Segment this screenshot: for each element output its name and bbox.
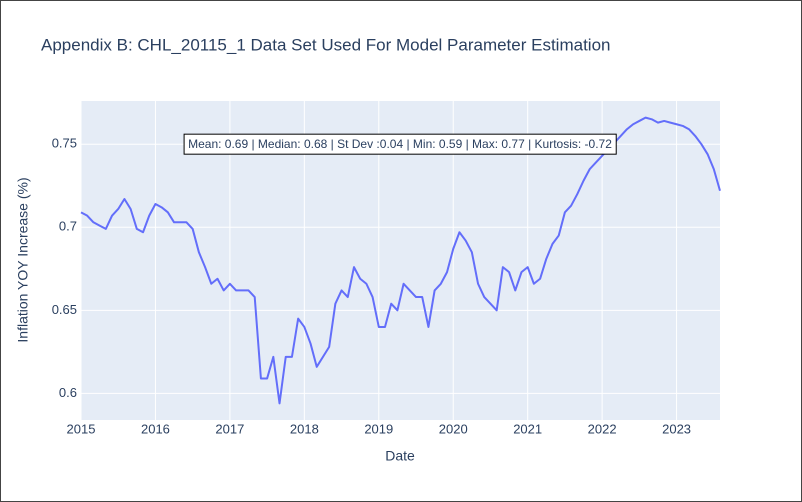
x-tick-label: 2020 (439, 421, 468, 436)
annotation: Mean: 0.69 | Median: 0.68 | St Dev :0.04… (188, 137, 612, 151)
x-tick-label: 2015 (67, 421, 96, 436)
y-tick-label: 0.65 (52, 302, 77, 317)
y-axis-label: Inflation YOY Increase (%) (15, 177, 31, 342)
x-tick-label: 2023 (662, 421, 691, 436)
x-tick-label: 2021 (513, 421, 542, 436)
y-tick-label: 0.7 (59, 219, 77, 234)
x-tick-label: 2022 (588, 421, 617, 436)
x-tick-label: 2018 (290, 421, 319, 436)
x-axis-label: Date (385, 448, 415, 464)
x-tick-label: 2016 (141, 421, 170, 436)
chart-title: Appendix B: CHL_20115_1 Data Set Used Fo… (41, 35, 610, 54)
x-tick-label: 2019 (364, 421, 393, 436)
y-tick-label: 0.6 (59, 385, 77, 400)
annotation-box (183, 133, 617, 155)
x-tick-label: 2017 (215, 421, 244, 436)
y-tick-label: 0.75 (52, 136, 77, 151)
